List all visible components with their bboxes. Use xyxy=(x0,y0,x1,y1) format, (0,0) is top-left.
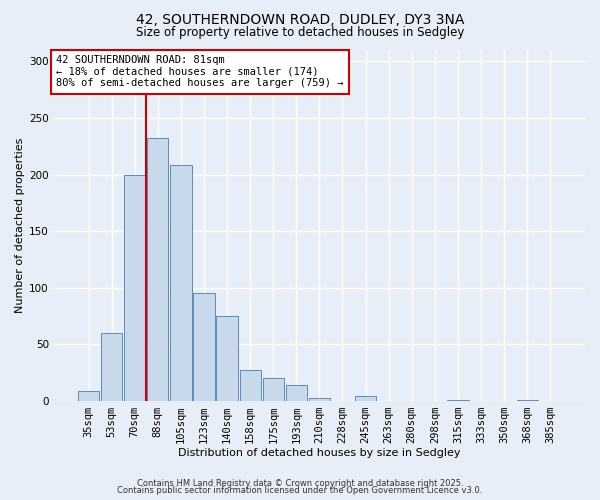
Bar xyxy=(355,396,376,401)
Text: Contains public sector information licensed under the Open Government Licence v3: Contains public sector information licen… xyxy=(118,486,482,495)
Y-axis label: Number of detached properties: Number of detached properties xyxy=(15,138,25,313)
Bar xyxy=(309,398,330,401)
Text: 42, SOUTHERNDOWN ROAD, DUDLEY, DY3 3NA: 42, SOUTHERNDOWN ROAD, DUDLEY, DY3 3NA xyxy=(136,12,464,26)
Bar xyxy=(101,333,122,401)
Bar xyxy=(170,166,191,401)
Bar xyxy=(124,174,145,401)
Bar xyxy=(263,378,284,401)
Bar xyxy=(447,400,469,401)
Bar xyxy=(147,138,169,401)
Bar xyxy=(217,316,238,401)
Text: Size of property relative to detached houses in Sedgley: Size of property relative to detached ho… xyxy=(136,26,464,39)
Bar xyxy=(239,370,261,401)
Text: 42 SOUTHERNDOWN ROAD: 81sqm
← 18% of detached houses are smaller (174)
80% of se: 42 SOUTHERNDOWN ROAD: 81sqm ← 18% of det… xyxy=(56,56,344,88)
Bar xyxy=(193,294,215,401)
Bar xyxy=(78,391,99,401)
Bar xyxy=(286,385,307,401)
Bar xyxy=(517,400,538,401)
Text: Contains HM Land Registry data © Crown copyright and database right 2025.: Contains HM Land Registry data © Crown c… xyxy=(137,478,463,488)
X-axis label: Distribution of detached houses by size in Sedgley: Distribution of detached houses by size … xyxy=(178,448,461,458)
